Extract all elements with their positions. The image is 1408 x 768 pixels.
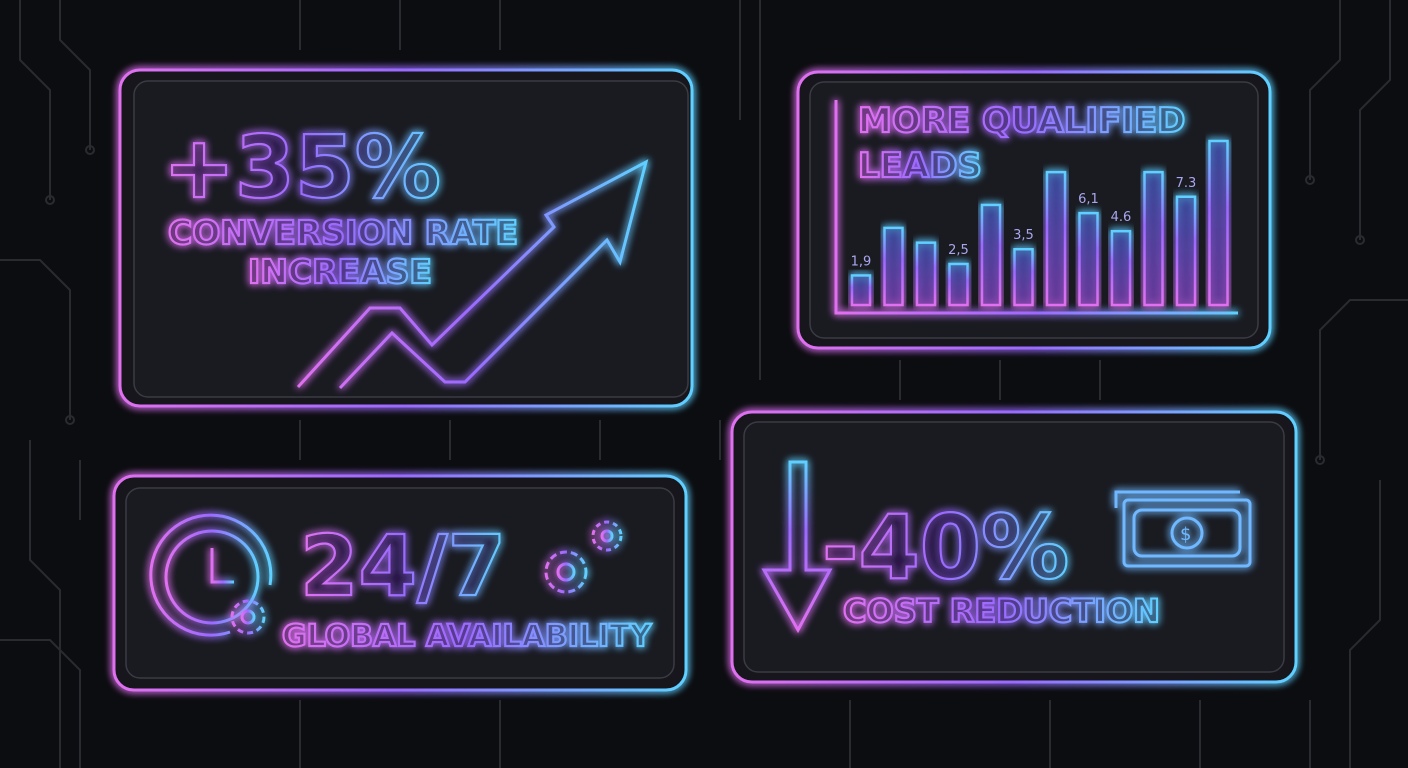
down-arrow-icon [761, 460, 833, 634]
bar [1143, 170, 1164, 307]
bar [915, 241, 937, 307]
bar [1175, 195, 1197, 307]
bar-series: 1,9 2,5 3,5 6,1 4.6 7.3 [850, 139, 1229, 307]
bar-data-label: 2,5 [948, 243, 969, 258]
bar [948, 262, 969, 307]
trending-up-arrow-icon [296, 159, 649, 390]
bar-data-label: 6,1 [1078, 192, 1099, 207]
bar [980, 203, 1002, 307]
leads-title-line1: MORE QUALIFIED [858, 101, 1185, 141]
svg-text:$: $ [1180, 524, 1191, 545]
conversion-label-line1: CONVERSION RATE [168, 213, 518, 252]
chart-axes [834, 100, 1238, 315]
cost-label: COST REDUCTION [843, 592, 1160, 630]
conversion-label-line2: INCREASE [248, 252, 432, 291]
availability-label: GLOBAL AVAILABILITY [282, 619, 653, 654]
global-availability-panel: 24/7 GLOBAL AVAILABILITY [112, 474, 688, 692]
availability-value: 24/7 [300, 517, 506, 615]
bar [1013, 247, 1034, 307]
bar [1110, 229, 1132, 307]
conversion-value: +35% [163, 118, 441, 218]
qualified-leads-panel: MORE QUALIFIED LEADS 1,9 2,5 3,5 6,1 4.6 7.3 [796, 70, 1272, 350]
dollar-bill-icon: $ [1114, 490, 1252, 568]
bar [850, 274, 872, 307]
bar [1208, 139, 1229, 307]
bar-data-label: 7.3 [1176, 176, 1197, 191]
bar-data-label: 1,9 [851, 254, 872, 269]
conversion-rate-panel: +35% CONVERSION RATE INCREASE [118, 68, 694, 408]
bar-data-label: 3,5 [1013, 228, 1034, 243]
bar [1045, 170, 1067, 307]
bar [1078, 211, 1099, 307]
bar [883, 226, 904, 307]
gear-icon [230, 520, 623, 635]
cost-value: -40% [822, 496, 1069, 599]
clock-icon [149, 513, 273, 637]
cost-reduction-panel: -40% COST REDUCTION $ [730, 410, 1298, 684]
leads-title-line2: LEADS [858, 146, 982, 186]
bar-data-label: 4.6 [1111, 210, 1132, 225]
